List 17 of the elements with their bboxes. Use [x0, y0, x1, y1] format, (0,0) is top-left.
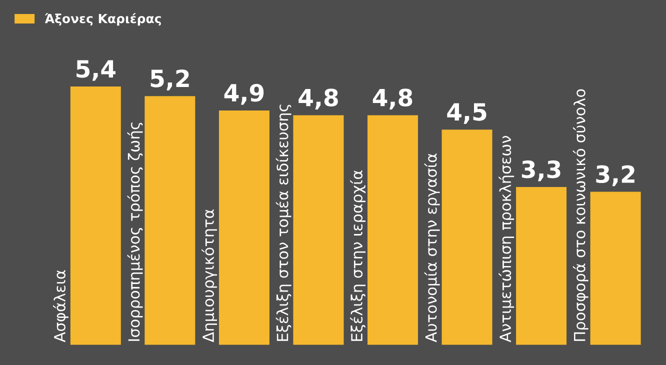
x-tick-label: Εξέλιξη στον τομέα ειδίκευσης	[276, 104, 292, 341]
x-tick-label: Ασφάλεια	[53, 270, 68, 342]
data-label: 4,5	[447, 103, 486, 124]
data-label: 4,8	[372, 88, 412, 110]
legend-label: Άξονες Καριέρας	[44, 13, 161, 26]
x-tick-label: Ισορροπημένος τρόπος ζωής	[127, 122, 143, 341]
x-tick-label: Προσφορά στο κοινωνικό σύνολο	[572, 89, 588, 341]
x-tick-label: Αυτονομία στην εργασία	[424, 154, 440, 342]
x-tick-label: Δημιουργικότητα	[202, 209, 217, 342]
data-label: 4,8	[298, 88, 338, 110]
data-label: 3,2	[596, 165, 634, 186]
data-label: 5,4	[76, 60, 116, 81]
data-label: 4,9	[224, 84, 264, 105]
data-label: 5,2	[150, 69, 189, 90]
x-tick-label: Αντιμετώπιση προκλήσεων	[498, 136, 514, 342]
x-tick-label: Εξέλιξη στην ιεραρχία	[350, 170, 366, 341]
data-label: 3,3	[522, 160, 560, 182]
